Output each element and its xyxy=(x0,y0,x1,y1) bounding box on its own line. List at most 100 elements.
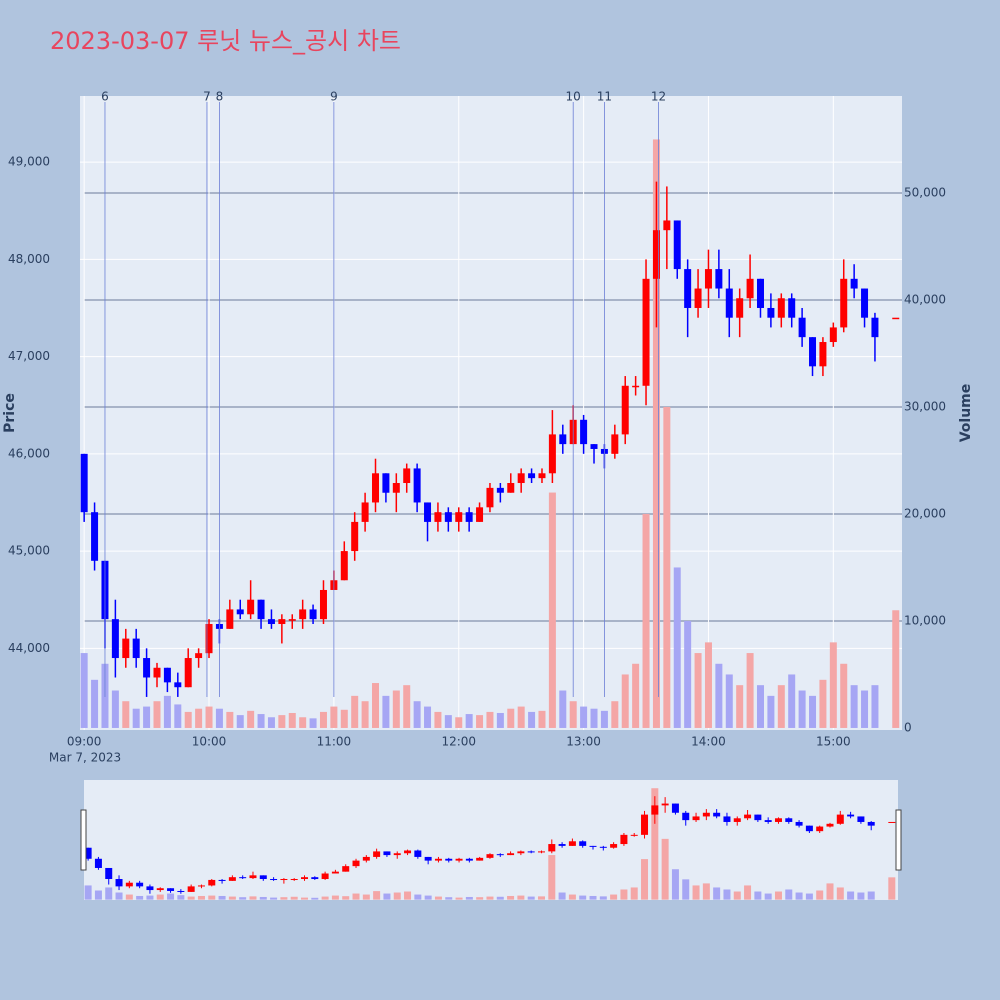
candle-body xyxy=(580,419,588,445)
plot-area xyxy=(80,96,902,730)
volume-bar xyxy=(569,701,577,728)
candle-body xyxy=(236,609,244,615)
candle-body xyxy=(278,619,286,625)
mini-candle-body xyxy=(259,875,267,880)
candle-body xyxy=(392,483,400,493)
y-tick-label: 48,000 xyxy=(8,252,50,266)
candle-body xyxy=(496,487,504,493)
volume-bar xyxy=(299,717,307,728)
mini-candle-body xyxy=(610,844,618,848)
volume-bar xyxy=(476,715,484,728)
mini-volume-bar xyxy=(259,896,267,900)
mini-volume-bar xyxy=(795,892,803,900)
candle-body xyxy=(548,434,556,474)
mini-candle-body xyxy=(105,867,113,880)
volume-bar xyxy=(725,674,733,728)
range-handle-right[interactable] xyxy=(895,809,902,871)
mini-candle-body xyxy=(434,858,442,861)
volume-bar xyxy=(538,710,546,728)
candle-body xyxy=(507,483,515,493)
y2-tick-label: 10,000 xyxy=(904,613,946,627)
mini-candle-body xyxy=(568,841,576,846)
event-label: 6 xyxy=(101,90,109,104)
mini-candle-body xyxy=(888,821,896,823)
mini-volume-bar xyxy=(115,892,123,900)
mini-volume-bar xyxy=(857,892,865,900)
candle-body xyxy=(850,278,858,289)
mini-volume-bar xyxy=(579,895,587,900)
event-label: 8 xyxy=(216,90,224,104)
mini-candle-body xyxy=(218,879,226,881)
volume-bar xyxy=(632,663,640,728)
candle-body xyxy=(777,298,785,318)
volume-bar xyxy=(278,715,286,728)
candle-body xyxy=(351,521,359,552)
candle-body xyxy=(704,269,712,289)
volume-bar xyxy=(611,701,619,728)
candle-body xyxy=(455,512,463,522)
candle-body xyxy=(195,653,203,659)
y2-tick-label: 20,000 xyxy=(904,506,946,520)
volume-bar xyxy=(351,695,359,728)
volume-bar xyxy=(267,717,275,728)
volume-bar xyxy=(861,690,869,728)
candle-body xyxy=(143,658,151,678)
x-tick-label: 09:00 xyxy=(67,735,102,749)
candle-body xyxy=(746,278,754,299)
mini-candle-body xyxy=(641,814,649,835)
volume-bar xyxy=(91,679,99,728)
candle-body xyxy=(340,551,348,581)
volume-bar xyxy=(548,492,556,728)
mini-volume-bar xyxy=(290,896,298,900)
candle-body xyxy=(809,337,817,367)
volume-bar xyxy=(174,704,182,728)
candle-body xyxy=(309,609,317,620)
y2-tick-label: 30,000 xyxy=(904,399,946,413)
mini-volume-bar xyxy=(434,896,442,900)
mini-candle-body xyxy=(125,882,133,887)
candle-body xyxy=(798,317,806,338)
candle-body xyxy=(642,278,650,386)
mini-volume-bar xyxy=(342,896,350,900)
candle-body xyxy=(267,619,275,625)
range-handle-left[interactable] xyxy=(80,809,87,871)
mini-volume-bar xyxy=(507,895,515,900)
candle-body xyxy=(299,609,307,620)
mini-volume-bar xyxy=(94,890,102,900)
mini-volume-bar xyxy=(713,887,721,900)
mini-volume-bar xyxy=(816,890,824,900)
mini-volume-bar xyxy=(826,883,834,900)
mini-volume-bar xyxy=(187,896,195,900)
mini-candle-body xyxy=(517,851,525,854)
range-slider[interactable] xyxy=(84,780,898,900)
candle-body xyxy=(861,288,869,318)
volume-bar xyxy=(642,513,650,728)
volume-bar xyxy=(163,695,171,728)
y-axis-title: Price xyxy=(2,393,18,433)
mini-candle-body xyxy=(362,856,370,861)
mini-volume-bar xyxy=(105,887,113,900)
mini-candle-body xyxy=(867,821,875,826)
y-tick-label: 47,000 xyxy=(8,349,50,363)
event-label: 7 xyxy=(203,90,211,104)
volume-bar xyxy=(444,715,452,728)
candle-body xyxy=(80,453,88,513)
candle-body xyxy=(153,667,161,678)
mini-volume-bar xyxy=(414,894,422,900)
mini-volume-bar xyxy=(661,838,669,900)
mini-candle-body xyxy=(94,858,102,868)
x-tick-label: 10:00 xyxy=(192,735,227,749)
mini-volume-bar xyxy=(589,895,597,900)
mini-volume-bar xyxy=(270,897,278,900)
volume-bar xyxy=(215,708,223,728)
x-tick-label: 14:00 xyxy=(691,735,726,749)
volume-bar xyxy=(361,701,369,728)
candle-body xyxy=(413,468,421,503)
mini-volume-bar xyxy=(404,891,412,900)
mini-candle-body xyxy=(393,853,401,856)
volume-bar xyxy=(756,685,764,728)
volume-bar xyxy=(621,674,629,728)
mini-candle-body xyxy=(507,853,515,856)
volume-bar xyxy=(434,711,442,728)
